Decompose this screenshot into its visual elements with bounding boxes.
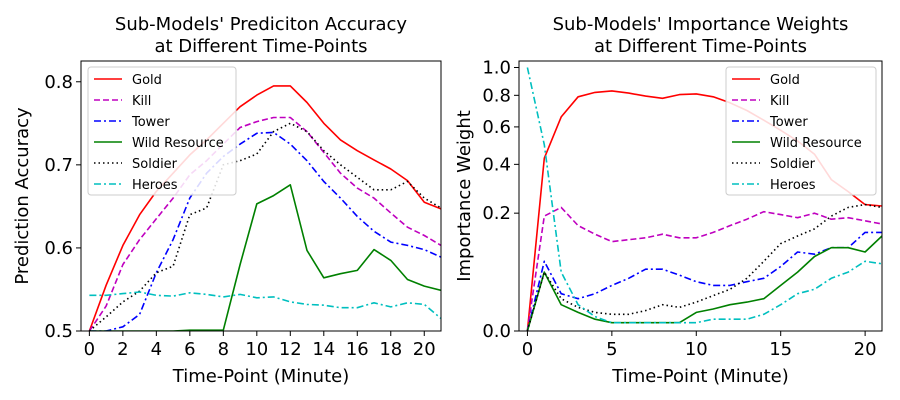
wt-title-line: at Different Time-Points <box>594 36 807 57</box>
wt-legend-label: Kill <box>770 94 789 109</box>
acc-ytick-label: 0.8 <box>44 72 73 93</box>
wt-legend-label: Heroes <box>770 178 816 193</box>
acc-xtick-label: 12 <box>279 339 302 360</box>
wt-xtick-label: 0 <box>522 339 533 360</box>
acc-series-tower <box>89 131 441 331</box>
acc-xtick-label: 4 <box>151 339 162 360</box>
wt-xtick-label: 20 <box>854 339 877 360</box>
acc-series-soldier <box>88 122 441 331</box>
wt-series-tower <box>526 231 882 331</box>
acc-xtick-label: 16 <box>346 339 369 360</box>
wt-ytick-label: 1.0 <box>482 58 511 79</box>
wt-legend-label: Soldier <box>770 157 816 172</box>
wt-xtick-label: 5 <box>606 339 617 360</box>
wt-ytick-label: 0.4 <box>482 154 511 175</box>
acc-xtick-label: 18 <box>379 339 402 360</box>
wt-series-wild-resource <box>526 235 882 331</box>
wt-legend-label: Tower <box>769 115 808 130</box>
wt-title-line: Sub-Models' Importance Weights <box>553 14 849 35</box>
acc-series-gold <box>88 85 441 331</box>
acc-ytick-label: 0.5 <box>44 321 73 342</box>
acc-title-line: at Different Time-Points <box>154 36 367 57</box>
wt-ytick-label: 0.6 <box>482 117 511 138</box>
wt-xlabel: Time-Point (Minute) <box>611 366 788 387</box>
acc-legend-label: Wild Resource <box>132 136 224 151</box>
wt-series-heroes <box>526 67 882 324</box>
acc-ylabel: Prediction Accuracy <box>12 107 33 285</box>
acc-legend-label: Soldier <box>132 157 178 172</box>
acc-title-line: Sub-Models' Prediciton Accuracy <box>115 14 408 35</box>
acc-ytick-label: 0.6 <box>44 238 73 259</box>
acc-ytick-label: 0.7 <box>44 155 73 176</box>
acc-series-kill <box>88 116 441 331</box>
acc-legend-label: Tower <box>131 115 170 130</box>
wt-legend-label: Gold <box>770 73 800 88</box>
acc-xtick-label: 0 <box>84 339 95 360</box>
wt-ytick-label: 0.2 <box>482 203 511 224</box>
wt-series-kill <box>526 206 882 331</box>
acc-xtick-label: 14 <box>312 339 335 360</box>
acc-legend: Gold Kill Tower Wild Resource Soldier Heroes <box>87 66 237 196</box>
wt-ytick-label: 0.8 <box>482 85 511 106</box>
wt-xtick-label: 15 <box>769 339 792 360</box>
acc-legend-label: Gold <box>132 73 162 88</box>
wt-legend-label: Wild Resource <box>770 136 862 151</box>
acc-axes-frame <box>80 60 442 332</box>
acc-xtick-label: 2 <box>117 339 128 360</box>
acc-legend-label: Kill <box>132 94 151 109</box>
acc-series-group <box>88 85 441 331</box>
acc-xtick-label: 6 <box>184 339 195 360</box>
acc-xlabel: Time-Point (Minute) <box>172 366 349 387</box>
wt-ytick-label: 0.0 <box>482 321 511 342</box>
wt-series-soldier <box>526 203 882 331</box>
acc-xtick-label: 10 <box>245 339 268 360</box>
acc-legend-box <box>87 66 237 196</box>
wt-legend: Gold Kill Tower Wild Resource Soldier Heroes <box>725 66 877 196</box>
acc-series-wild-resource <box>89 184 441 331</box>
acc-xtick-label: 8 <box>218 339 229 360</box>
wt-xtick-label: 10 <box>685 339 708 360</box>
wt-axes-frame <box>518 60 883 332</box>
wt-legend-box <box>725 66 877 196</box>
acc-legend-label: Heroes <box>132 178 178 193</box>
acc-xtick-label: 20 <box>413 339 436 360</box>
acc-series-heroes <box>89 291 441 320</box>
wt-ylabel: Importance Weight <box>454 110 475 282</box>
